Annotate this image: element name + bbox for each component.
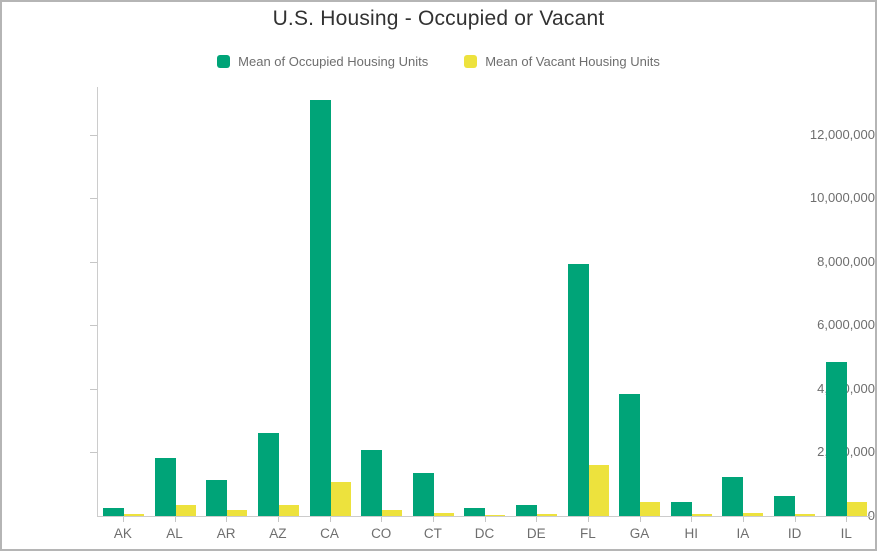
bar-group-fl [562,87,614,516]
y-axis-tick [90,388,97,390]
bar-occupied-ct[interactable] [412,472,434,516]
x-axis-label-co: CO [371,526,392,541]
bar-group-az [253,87,305,516]
bar-vacant-fl[interactable] [588,465,609,516]
x-axis-tick [329,517,331,522]
x-axis-tick [432,517,434,522]
x-axis-label-id: ID [787,526,802,541]
bar-vacant-de[interactable] [537,514,558,516]
bar-occupied-ca[interactable] [309,99,331,516]
x-axis-tick [587,517,589,522]
bar-occupied-ak[interactable] [103,508,125,516]
bar-group-ar [201,87,253,516]
bar-group-ga [614,87,666,516]
y-axis-label: 10,000,000 [809,190,875,206]
bar-occupied-de[interactable] [516,505,538,516]
legend-item-vacant[interactable]: Mean of Vacant Housing Units [464,54,660,69]
bar-group-ia [717,87,769,516]
bar-group-ak [98,87,150,516]
bar-occupied-ga[interactable] [619,394,641,516]
x-axis-label-il: IL [840,526,852,541]
x-axis-label-al: AL [166,526,183,541]
bar-vacant-az[interactable] [279,504,300,516]
bar-group-de [511,87,563,516]
x-axis-label-hi: HI [684,526,698,541]
bar-group-id [769,87,821,516]
x-axis-labels: AK AL AR AZ CA CO CT DC DE FL GA HI IA ID IL [97,526,872,541]
bar-vacant-dc[interactable] [485,515,506,516]
bar-group-ca [304,87,356,516]
bar-occupied-co[interactable] [361,449,383,516]
bar-vacant-ca[interactable] [330,481,351,516]
x-axis-label-ak: AK [113,526,132,541]
x-axis-tick [174,517,176,522]
y-axis-tick [90,261,97,263]
bar-series-container [98,87,872,516]
bar-vacant-co[interactable] [382,509,403,516]
x-axis-label-ar: AR [216,526,236,541]
x-axis-tick [846,517,848,522]
bar-occupied-az[interactable] [258,432,280,516]
x-axis-tick [536,517,538,522]
bar-group-al [150,87,202,516]
x-axis-label-de: DE [526,526,546,541]
bar-vacant-ct[interactable] [433,512,454,516]
bar-group-il [820,87,872,516]
bar-vacant-ak[interactable] [124,514,145,516]
bar-occupied-ar[interactable] [206,479,228,516]
x-axis-label-ct: CT [423,526,442,541]
x-axis-label-ca: CA [320,526,339,541]
bar-vacant-il[interactable] [846,501,867,516]
x-axis-tick [381,517,383,522]
x-axis-tick [691,517,693,522]
x-axis-tick [742,517,744,522]
x-axis-tick [122,517,124,522]
x-axis-label-ga: GA [629,526,650,541]
bar-occupied-ia[interactable] [722,476,744,516]
bar-occupied-il[interactable] [825,362,847,516]
legend-swatch-occupied-icon [217,55,231,68]
chart-title: U.S. Housing - Occupied or Vacant [272,7,605,30]
bar-group-dc [459,87,511,516]
x-axis-tick [639,517,641,522]
x-axis-label-fl: FL [580,526,596,541]
x-axis-label-az: AZ [269,526,287,541]
x-axis-tick [226,517,228,522]
legend-item-occupied[interactable]: Mean of Occupied Housing Units [217,54,428,69]
legend-label-occupied: Mean of Occupied Housing Units [238,54,429,69]
bar-vacant-hi[interactable] [691,513,712,516]
x-axis-tick [794,517,796,522]
y-axis-tick [90,325,97,327]
y-axis-tick [90,134,97,136]
bar-occupied-dc[interactable] [464,507,486,516]
y-axis-label: 6,000,000 [817,317,875,333]
x-axis-label-ia: IA [736,526,750,541]
bar-group-hi [666,87,718,516]
y-axis-label: 12,000,000 [809,126,875,142]
legend-swatch-vacant-icon [464,55,478,68]
bar-vacant-ia[interactable] [743,512,764,516]
x-axis-tick [277,517,279,522]
bar-vacant-id[interactable] [795,514,816,516]
bar-occupied-fl[interactable] [567,264,589,516]
bar-occupied-hi[interactable] [670,502,692,516]
legend: Mean of Occupied Housing Units Mean of V… [2,54,875,69]
y-axis-label: 8,000,000 [817,253,875,269]
y-axis-label: 0 [867,508,875,523]
bar-vacant-ga[interactable] [640,502,661,516]
legend-label-vacant: Mean of Vacant Housing Units [485,54,660,69]
x-axis-tick [484,517,486,522]
y-axis-tick [90,452,97,454]
bar-occupied-id[interactable] [774,495,796,516]
bar-vacant-ar[interactable] [227,510,248,516]
bar-group-ct [408,87,460,516]
bar-group-co [356,87,408,516]
bar-vacant-al[interactable] [175,505,196,516]
bar-occupied-al[interactable] [154,457,176,516]
plot-area [97,87,872,517]
x-axis-label-dc: DC [474,526,495,541]
y-axis-tick [90,198,97,200]
